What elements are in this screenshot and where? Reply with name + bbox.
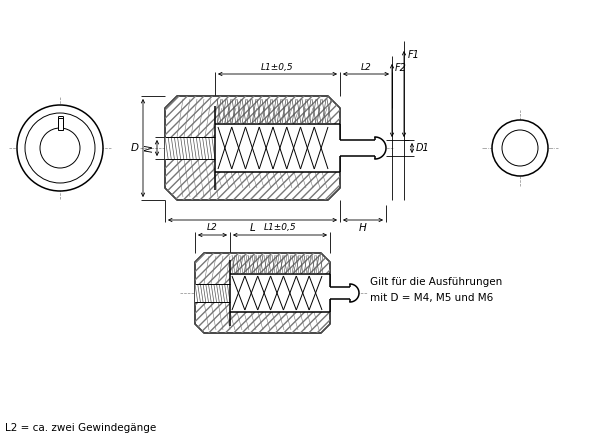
Circle shape [492, 120, 548, 176]
Text: H: H [359, 223, 367, 233]
Polygon shape [350, 284, 359, 302]
Text: L2: L2 [207, 223, 218, 232]
Text: F2: F2 [395, 63, 407, 73]
Bar [215, 124, 340, 172]
Text: L2: L2 [361, 63, 371, 72]
Circle shape [17, 105, 103, 191]
Text: F1: F1 [408, 50, 420, 60]
Text: Gilt für die Ausführungen
mit D = M4, M5 und M6: Gilt für die Ausführungen mit D = M4, M5… [370, 277, 502, 303]
Bar [230, 274, 330, 312]
Bar [195, 284, 230, 302]
Bar [328, 287, 350, 299]
Text: L1±0,5: L1±0,5 [261, 63, 294, 72]
Polygon shape [375, 137, 386, 159]
Bar [58, 118, 62, 130]
Circle shape [25, 113, 95, 183]
Text: L: L [250, 223, 256, 233]
Circle shape [502, 130, 538, 166]
Text: D1: D1 [416, 143, 430, 153]
Polygon shape [165, 96, 340, 200]
Text: N: N [145, 144, 155, 151]
Text: L2 = ca. zwei Gewindegänge: L2 = ca. zwei Gewindegänge [5, 423, 156, 433]
Polygon shape [195, 253, 330, 333]
Bar [165, 137, 215, 159]
Text: D: D [131, 143, 139, 153]
Circle shape [40, 128, 80, 168]
Text: L1±0,5: L1±0,5 [263, 223, 296, 232]
Bar [338, 140, 375, 156]
